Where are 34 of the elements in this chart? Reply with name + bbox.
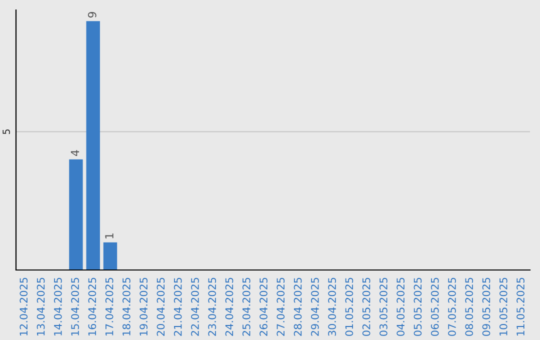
x-tick-label: 09.05.2025 (482, 278, 490, 336)
x-tick-label: 11.05.2025 (516, 278, 524, 336)
x-tick-label: 03.05.2025 (380, 278, 388, 336)
x-tick-label: 25.04.2025 (242, 278, 250, 336)
x-tick-label: 02.05.2025 (362, 278, 370, 336)
x-tick-label: 23.04.2025 (208, 278, 216, 336)
x-tick-label: 28.04.2025 (294, 278, 302, 336)
x-tick-label: 07.05.2025 (448, 278, 456, 336)
x-tick-label: 19.04.2025 (140, 278, 148, 336)
x-tick-label: 14.04.2025 (54, 278, 62, 336)
x-tick-label: 13.04.2025 (36, 278, 45, 336)
x-tick-label: 30.04.2025 (328, 278, 336, 336)
x-tick-label: 01.05.2025 (345, 278, 354, 336)
x-tick-label: 16.04.2025 (88, 278, 96, 336)
x-tick-label: 22.04.2025 (191, 278, 199, 336)
x-tick-label: 10.05.2025 (499, 278, 508, 336)
x-tick-label: 29.04.2025 (310, 278, 319, 336)
data-label: 9 (88, 12, 96, 18)
x-tick-label: 21.04.2025 (174, 278, 182, 336)
x-tick-label: 12.04.2025 (20, 278, 28, 336)
x-tick-label: 24.04.2025 (225, 278, 234, 336)
data-label: 1 (105, 234, 114, 238)
x-tick-label: 18.04.2025 (122, 278, 130, 336)
x-tick-label: 05.05.2025 (414, 278, 422, 336)
x-tick-label: 17.04.2025 (105, 278, 114, 336)
x-tick-label: 20.04.2025 (156, 278, 165, 336)
x-tick-label: 15.04.2025 (71, 278, 79, 336)
data-label: 4 (70, 150, 80, 156)
x-tick-label: 26.04.2025 (260, 278, 268, 336)
x-tick-label: 08.05.2025 (465, 278, 474, 336)
x-tick-label: 04.05.2025 (396, 278, 405, 336)
x-tick-label: 27.04.2025 (276, 278, 285, 336)
y-tick-label: 5 (2, 129, 10, 134)
x-tick-label: 06.05.2025 (430, 278, 439, 336)
